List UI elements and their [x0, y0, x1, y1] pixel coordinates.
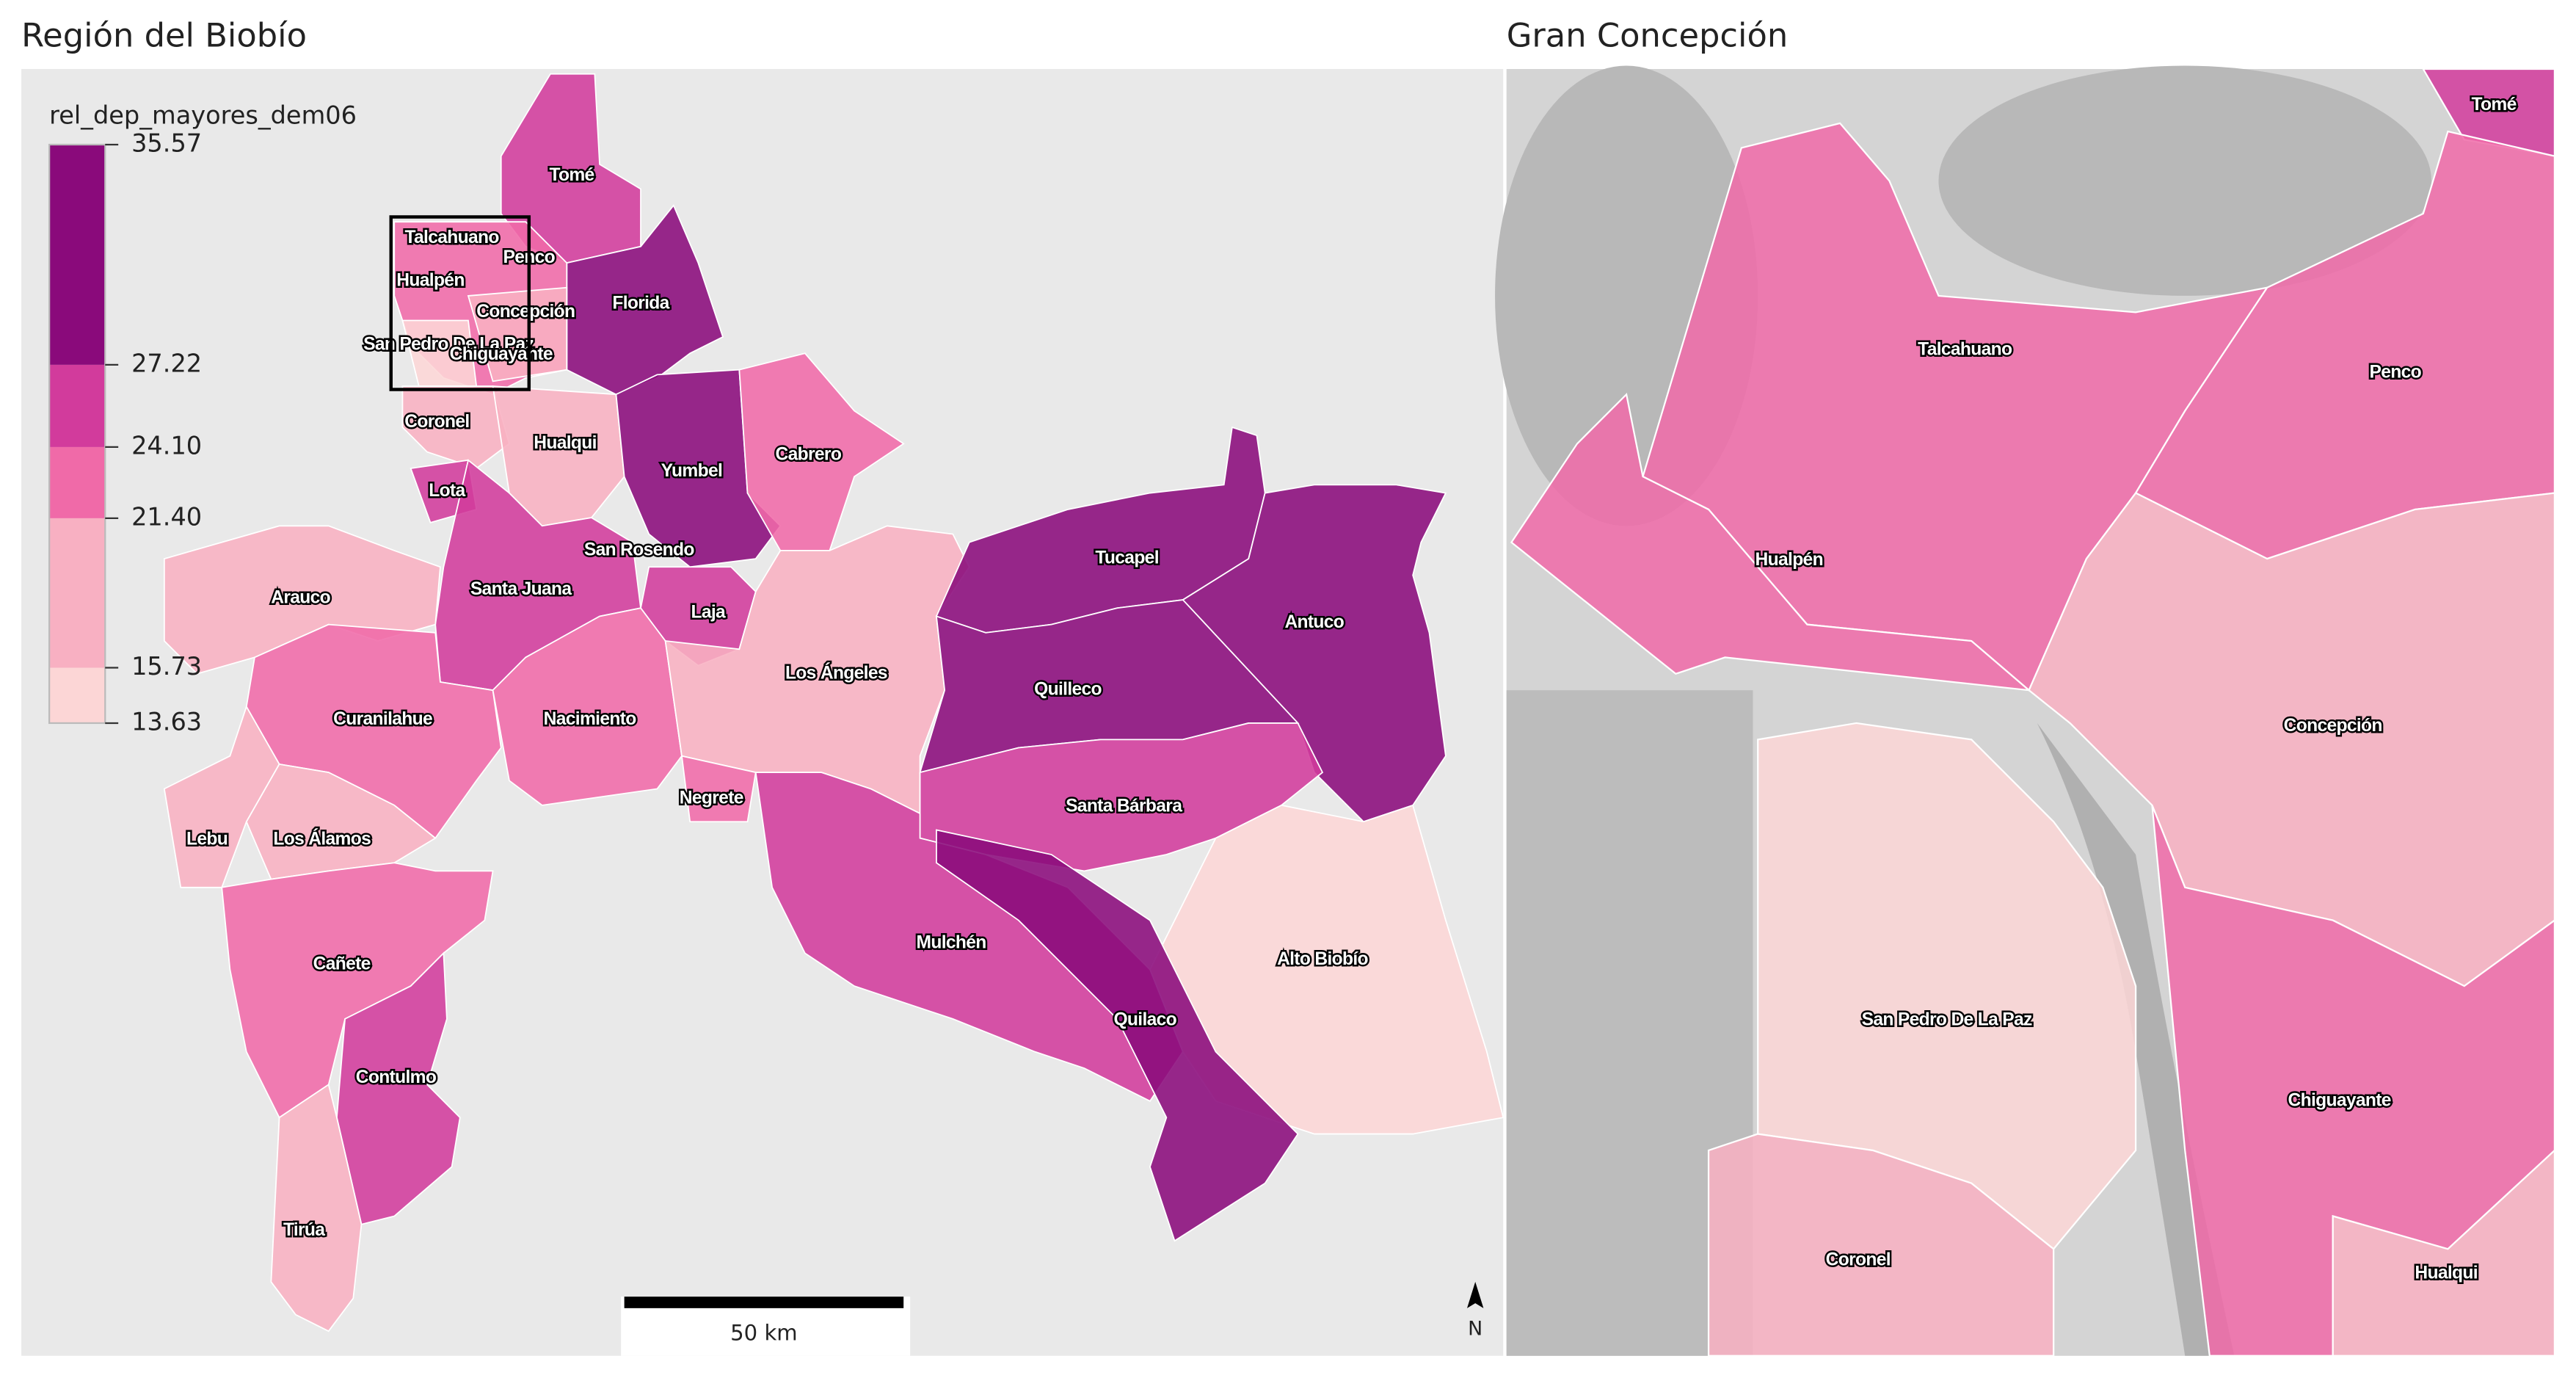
north-label: N [1468, 1317, 1482, 1340]
commune-label: Florida [612, 294, 669, 313]
commune-label: Hualpén [1755, 550, 1823, 570]
commune-label: Hualpén [396, 270, 464, 290]
commune-area [936, 829, 1299, 1242]
legend-swatch [49, 518, 106, 668]
commune-label: Coronel [1826, 1250, 1891, 1269]
commune-label: Mulchén [917, 932, 986, 952]
legend-label: 27.22 [131, 349, 202, 377]
legend-label: 15.73 [131, 652, 202, 681]
legend: 13.63 15.73 21.40 24.10 27.22 35.57 [48, 128, 202, 736]
legend-frame [48, 143, 106, 725]
right-panel: Tomé Talcahuano Penco Hualpén Concepción San … [1495, 65, 2556, 1357]
commune-label: Coronel [404, 412, 469, 432]
commune-area [270, 1083, 363, 1332]
commune-area [615, 369, 782, 568]
commune-label: Curanilahue [333, 709, 432, 729]
commune-label: Concepción [2284, 716, 2382, 736]
commune-label: Los Ángeles [785, 662, 887, 683]
commune-area [2332, 1148, 2556, 1357]
commune-label: Talcahuano [1918, 339, 2012, 359]
commune-label: Quilaco [1113, 1010, 1176, 1030]
commune-label: Lebu [186, 829, 228, 849]
legend-label: 35.57 [131, 128, 202, 157]
legend-swatch [49, 667, 106, 723]
commune-label: Santa Juana [470, 579, 572, 599]
commune-label: Antuco [1284, 612, 1344, 632]
commune-label: Tomé [2472, 95, 2517, 115]
commune-label: Talcahuano [404, 228, 499, 247]
commune-label: Chiguayante [2288, 1090, 2391, 1110]
legend-title: rel_dep_mayores_dem06 [49, 101, 357, 129]
commune-area [680, 755, 757, 823]
north-arrow [1466, 1282, 1484, 1308]
legend-swatch [49, 144, 106, 365]
legend-swatch [49, 446, 106, 518]
commune-label: Santa Bárbara [1066, 797, 1182, 816]
commune-label: Hualqui [534, 433, 597, 453]
commune-area [467, 286, 568, 382]
inset-box [389, 215, 531, 391]
commune-label: Cabrero [776, 445, 842, 465]
sea [1938, 65, 2432, 296]
commune-label: Tirúa [283, 1220, 325, 1240]
commune-area [738, 352, 905, 551]
commune-label: Chiguayante [450, 344, 553, 364]
left-panel: ToméTalcahuanoPencoHualpénConcepciónSan … [163, 73, 1505, 1332]
commune-label: Hualqui [2415, 1263, 2478, 1283]
commune-label: Lota [429, 481, 465, 501]
legend-swatch [49, 364, 106, 447]
commune-label: Tucapel [1095, 548, 1158, 568]
commune-label: Cañete [313, 954, 371, 974]
commune-label: Yumbel [661, 461, 723, 481]
panel-title: Gran Concepción [1507, 15, 1789, 54]
commune-label: Contulmo [356, 1067, 437, 1087]
commune-label: Negrete [680, 788, 743, 808]
commune-label: Laja [691, 602, 727, 622]
legend-label: 13.63 [131, 707, 202, 736]
commune-area [1510, 392, 2032, 692]
commune-label: Los Álamos [273, 828, 371, 849]
legend-label: 21.40 [131, 502, 202, 531]
scale-bar [624, 1297, 904, 1308]
commune-label: Tomé [549, 165, 594, 185]
commune-label: Concepción [476, 302, 575, 322]
commune-label: Arauco [271, 587, 330, 607]
commune-label: Alto Biobío [1277, 949, 1368, 969]
commune-label: San Rosendo [584, 540, 694, 559]
commune-area [1707, 1133, 2055, 1357]
commune-area [566, 204, 724, 396]
panel-title: Región del Biobío [21, 15, 307, 54]
commune-label: San Pedro De La Paz [1862, 1010, 2032, 1030]
commune-label: Quilleco [1034, 680, 1102, 700]
scale-bar-label: 50 km [730, 1321, 797, 1346]
commune-label: Nacimiento [544, 709, 637, 729]
legend-label: 24.10 [131, 431, 202, 460]
commune-label: Penco [2370, 363, 2422, 382]
